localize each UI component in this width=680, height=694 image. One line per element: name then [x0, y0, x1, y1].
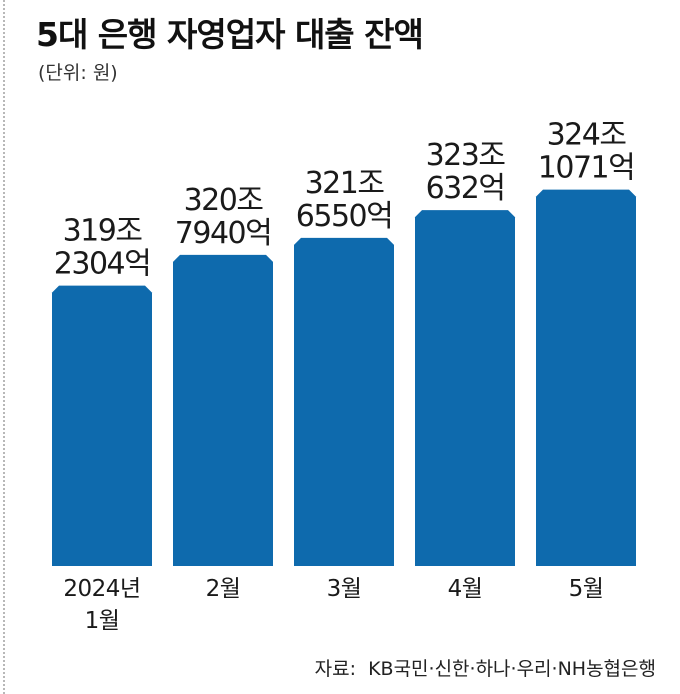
x-tick-label-3: 3월 [327, 576, 362, 602]
data-label-5-line-1: 324조 [547, 118, 627, 153]
bar-4 [415, 210, 515, 566]
source-text: KB국민·신한·하나·우리·NH농협은행 [368, 658, 656, 680]
bar-2 [173, 254, 273, 566]
data-label-2-line-1: 320조 [184, 183, 264, 218]
data-label-5-line-2: 1071억 [538, 151, 634, 186]
data-label-2-line-2: 7940억 [175, 216, 271, 251]
bar-5 [536, 189, 636, 566]
x-tick-label-4: 4월 [448, 576, 483, 602]
data-label-4-line-1: 323조 [426, 138, 506, 173]
data-label-3-line-1: 321조 [305, 166, 385, 201]
source-label: 자료: [314, 658, 356, 680]
chart-title: 5대 은행 자영업자 대출 잔액 [36, 15, 424, 54]
unit-label: (단위: 원) [38, 62, 118, 84]
x-tick-label-2: 2월 [206, 576, 241, 602]
data-label-3-line-2: 6550억 [296, 199, 392, 234]
bar-1 [52, 285, 152, 566]
bar-3 [294, 237, 394, 567]
x-tick-label-5: 5월 [569, 576, 604, 602]
left-dotted-border [3, 0, 5, 694]
data-label-4-line-2: 632억 [426, 171, 505, 206]
source-note: 자료: KB국민·신한·하나·우리·NH농협은행 [315, 654, 656, 681]
x-tick-label-1-line-2: 1월 [85, 608, 120, 634]
data-label-1-line-2: 2304억 [54, 247, 150, 282]
x-tick-label-1-line-1: 2024년 [63, 576, 140, 602]
data-label-1-line-1: 319조 [63, 214, 143, 249]
